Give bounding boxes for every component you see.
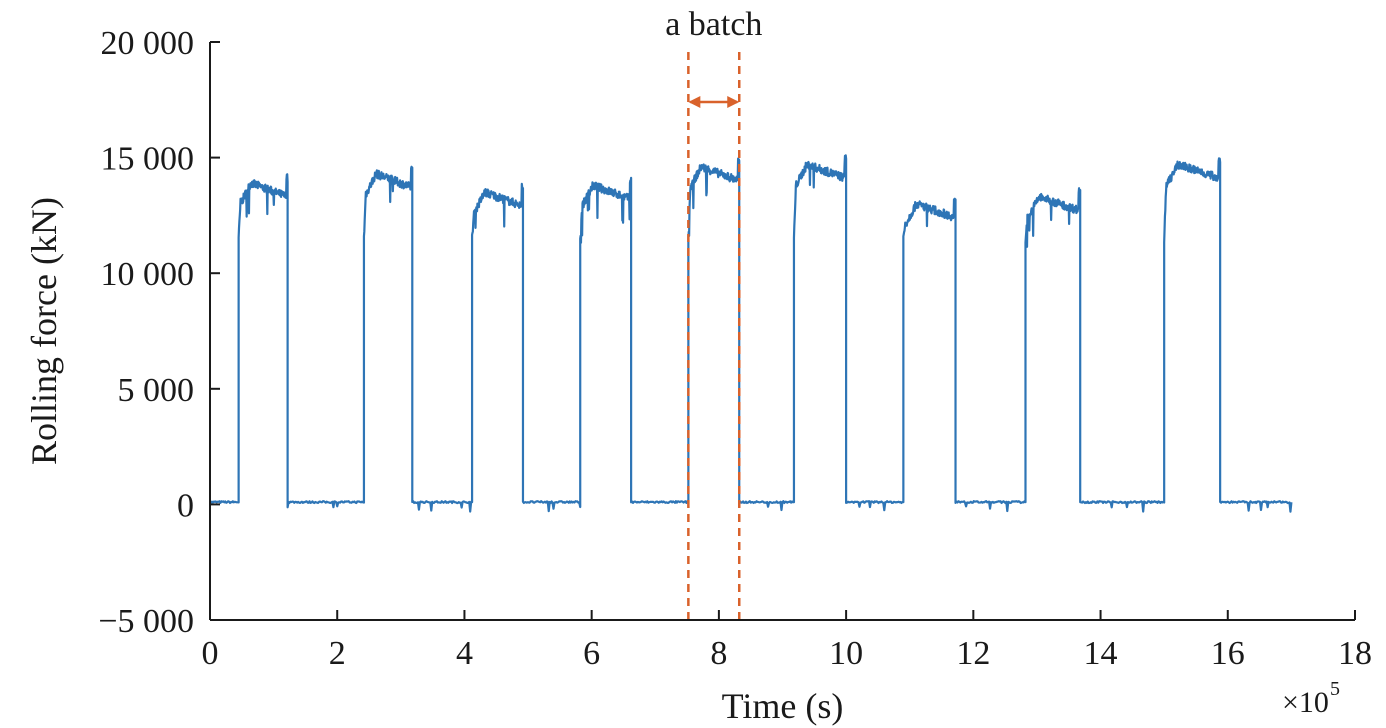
y-tick-label: 10 000 (101, 256, 195, 293)
y-tick-label: 0 (177, 487, 194, 524)
batch-arrow-right-head (727, 96, 740, 108)
y-axis-title: Rolling force (kN) (24, 197, 64, 465)
y-tick-label: −5 000 (98, 603, 194, 640)
rolling-force-series-line (209, 154, 1293, 513)
x-tick-label: 16 (1211, 635, 1245, 672)
x-axis-title: Time (s) (722, 686, 844, 726)
x-tick-label: 8 (710, 635, 727, 672)
x-tick-label: 18 (1338, 635, 1372, 672)
y-tick-label: 15 000 (101, 141, 195, 178)
x-tick-label: 6 (583, 635, 600, 672)
y-tick-label: 20 000 (101, 25, 195, 62)
x-tick-label: 12 (956, 635, 990, 672)
y-tick-label: 5 000 (118, 372, 195, 409)
x-tick-label: 2 (329, 635, 346, 672)
x-tick-label: 0 (202, 635, 219, 672)
x-multiplier-label: ×10 (1282, 686, 1329, 719)
batch-arrow-left-head (688, 96, 701, 108)
data-layer (209, 154, 1293, 513)
x-tick-label: 10 (829, 635, 863, 672)
x-tick-label: 14 (1084, 635, 1118, 672)
annotation-layer (687, 52, 741, 620)
batch-annotation-label: a batch (665, 6, 762, 43)
x-multiplier-exponent: 5 (1330, 678, 1340, 700)
x-tick-label: 4 (456, 635, 473, 672)
